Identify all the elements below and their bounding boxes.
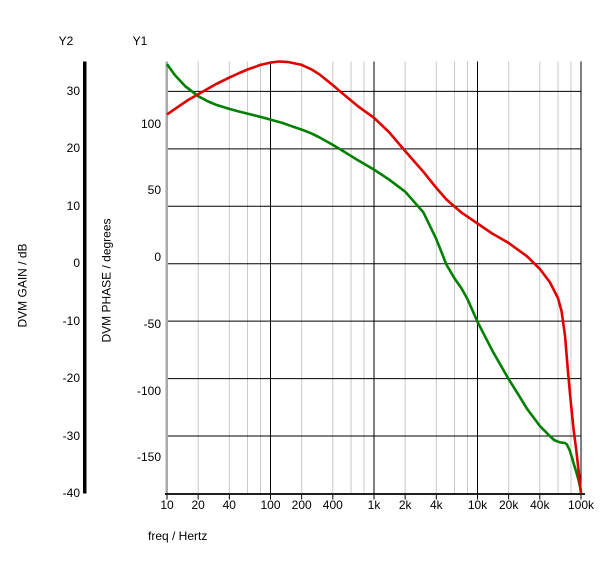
minor-gridlines [197,61,572,494]
y1-tick-label: -150 [136,450,161,465]
y2-tick-label: -40 [62,486,80,500]
y2-axis-title: DVM GAIN / dB [15,243,30,328]
y1-axis-header: Y1 [132,34,148,48]
y1-axis-title: DVM PHASE / degrees [99,218,114,343]
x-axis-title: freq / Hertz [148,529,208,543]
y2-tick-label: 0 [73,256,80,271]
x-tick-label: 100 [260,498,281,512]
x-tick-label: 200 [291,498,312,512]
y2-axis-bar [83,61,87,494]
x-tick-label: 2k [398,498,412,512]
x-tick-label: 20 [191,498,205,512]
x-axis-ticks [166,495,582,500]
y1-tick-label: 0 [154,250,161,265]
y1-tick-label: 100 [140,116,161,131]
x-tick-label: 20k [498,498,519,512]
y2-tick-label: -10 [62,313,80,328]
y1-tick-label: -100 [136,383,161,398]
x-tick-label: 40 [222,498,236,512]
x-tick-label: 10 [160,498,174,512]
y2-axis-header: Y2 [58,34,74,48]
x-tick-label: 4k [429,498,443,512]
x-tick-label: 1k [367,498,381,512]
y2-tick-label: 20 [66,141,80,156]
y1-tick-label: -50 [143,316,161,331]
y2-tick-label: -20 [62,371,80,386]
y2-tick-label: 30 [66,83,80,98]
y1-tick-label: 50 [147,183,161,198]
horizontal-gridlines [167,90,581,437]
dvm-phase-curve [165,63,583,492]
major-gridlines [270,61,582,494]
dvm-gain-curve [166,60,583,494]
x-tick-label: 40k [530,498,550,512]
y2-tick-label: 10 [66,198,80,213]
x-tick-label: 10k [467,498,488,512]
y2-tick-label: -30 [62,428,80,443]
x-tick-label: 400 [322,498,343,512]
x-tick-label: 100k [567,498,595,512]
y1-axis-bar [165,61,168,494]
